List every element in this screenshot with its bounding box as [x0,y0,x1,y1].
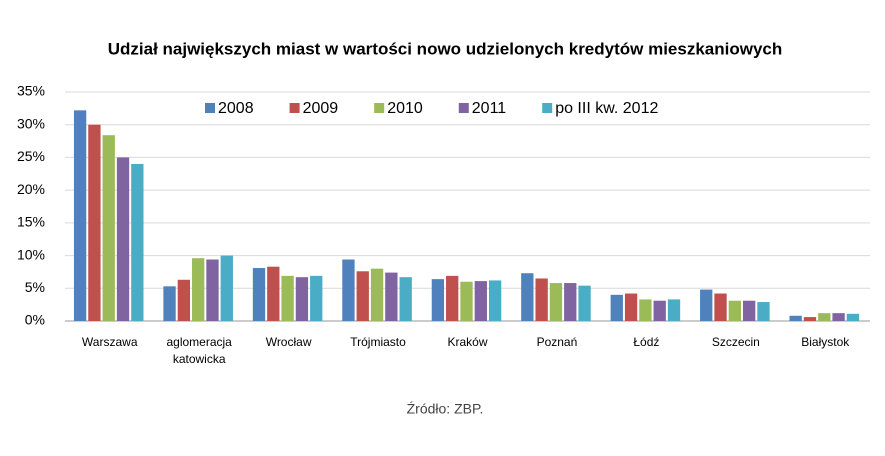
source-note: Źródło: ZBP. [407,401,484,417]
bar [295,277,309,321]
y-tick-label: 5% [25,279,45,295]
bar [714,293,727,321]
bar [163,286,176,321]
bar [131,163,144,321]
legend-label: po III kw. 2012 [555,100,658,117]
bar [521,273,534,321]
bar [803,317,817,321]
y-tick-label: 15% [17,214,45,230]
legend-label: 2009 [303,100,339,117]
legend-label: 2011 [472,100,507,117]
x-tick-label: Białystok [801,335,850,349]
bar [653,300,666,321]
bar [700,289,713,321]
y-tick-label: 30% [17,115,45,131]
legend-swatch [374,103,385,113]
legend-swatch [205,103,215,113]
x-tick-label: Wrocław [265,335,312,349]
x-tick-label: aglomeracja katowicka [166,335,232,366]
bar [535,278,548,321]
legend-swatch [542,103,553,113]
bar [667,299,681,321]
bar [206,259,219,321]
bar [742,300,756,321]
bar [73,110,87,321]
bar [446,275,459,321]
bar [818,313,831,321]
legend-label: 2008 [218,100,254,117]
bar [116,157,130,321]
bar [370,268,384,321]
bar [177,279,191,321]
legend-swatch [289,103,300,113]
bar [220,255,233,321]
chart-title: Udział największych miast w wartości now… [108,39,783,58]
bar [102,135,115,321]
x-tick-label: Łódź [633,335,660,349]
bar [610,294,623,321]
y-tick-label: 35% [17,83,45,99]
bar [846,313,860,321]
y-tick-label: 0% [25,312,45,328]
bar [88,124,101,321]
bar [431,279,445,321]
bar [267,266,280,321]
x-tick-label: Kraków [447,335,488,349]
x-tick-label: Trójmiasto [350,335,406,349]
legend-swatch [458,103,469,113]
bar [728,300,741,321]
bar [385,272,398,321]
bar [281,275,294,321]
bar [549,283,563,321]
bar [564,283,577,321]
bar [192,258,205,321]
bar [789,315,802,321]
bar [310,275,323,321]
y-tick-label: 10% [17,246,45,262]
x-tick-label: Poznań [536,335,578,349]
x-tick-label: Szczecin [711,335,760,349]
bar [460,281,473,321]
bar [757,302,770,321]
bar [474,281,487,321]
bar [639,299,652,321]
y-tick-label: 25% [17,148,45,164]
legend-label: 2010 [387,100,423,117]
bar [356,271,369,321]
x-tick-label: Warszawa [81,335,138,349]
bar [624,293,638,321]
bar [832,313,845,321]
bar [342,259,355,321]
bar [488,280,502,321]
bar [399,277,412,321]
y-tick-label: 20% [17,181,45,197]
bar [252,268,266,321]
bar [578,285,591,321]
